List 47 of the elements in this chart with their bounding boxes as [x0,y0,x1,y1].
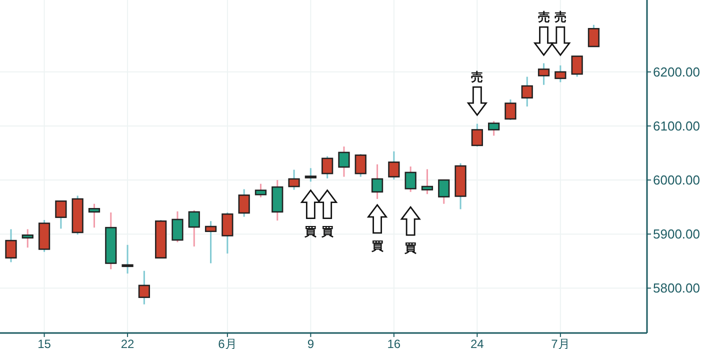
candlestick [504,98,516,121]
x-tick-label: 22 [120,337,135,349]
text: 売 [554,10,566,24]
candlestick [122,244,134,274]
candlestick [222,212,234,254]
candlestick [204,220,217,264]
x-tick-label: 15 [38,337,52,349]
candlestick [322,155,334,180]
y-tick-label: 6100.00 [653,118,700,134]
candlestick [304,167,316,182]
candlestick [172,210,184,243]
series-label: 売 [471,70,484,84]
x-tick-label: 16 [387,337,401,349]
candlestick [571,55,583,78]
series-label: 買 [304,224,317,238]
candlestick [22,228,34,248]
candlestick [521,76,533,108]
candlestick [55,200,67,230]
candlestick [288,168,300,190]
text: 買 [321,224,334,238]
y-tick-label: 5800.00 [653,280,700,296]
candlestick [538,62,550,86]
candlestick [354,153,366,178]
candlestick [254,183,267,198]
candlestick [488,120,500,136]
candlestick [471,123,483,148]
x-tick-label: 24 [470,337,484,349]
candlestick [238,188,250,218]
text: 買 [371,238,384,253]
candlestick [438,178,450,205]
candlestick [371,164,384,200]
candlestick [388,150,400,180]
candlestick [88,203,100,228]
candlestick [421,168,434,195]
candlestick [5,228,17,263]
x-tick-label: 9 [307,337,314,349]
candlestick [404,166,416,193]
y-tick-label: 6000.00 [653,172,700,188]
candlestick [188,210,200,248]
text: 買 [404,241,417,256]
candlestick [554,64,566,83]
y-tick-label: 5900.00 [653,226,700,242]
candlestick [138,270,150,306]
y-tick-label: 6200.00 [653,64,700,80]
candlestick [588,24,600,48]
text: 売 [538,10,550,24]
candlestick [338,146,350,178]
